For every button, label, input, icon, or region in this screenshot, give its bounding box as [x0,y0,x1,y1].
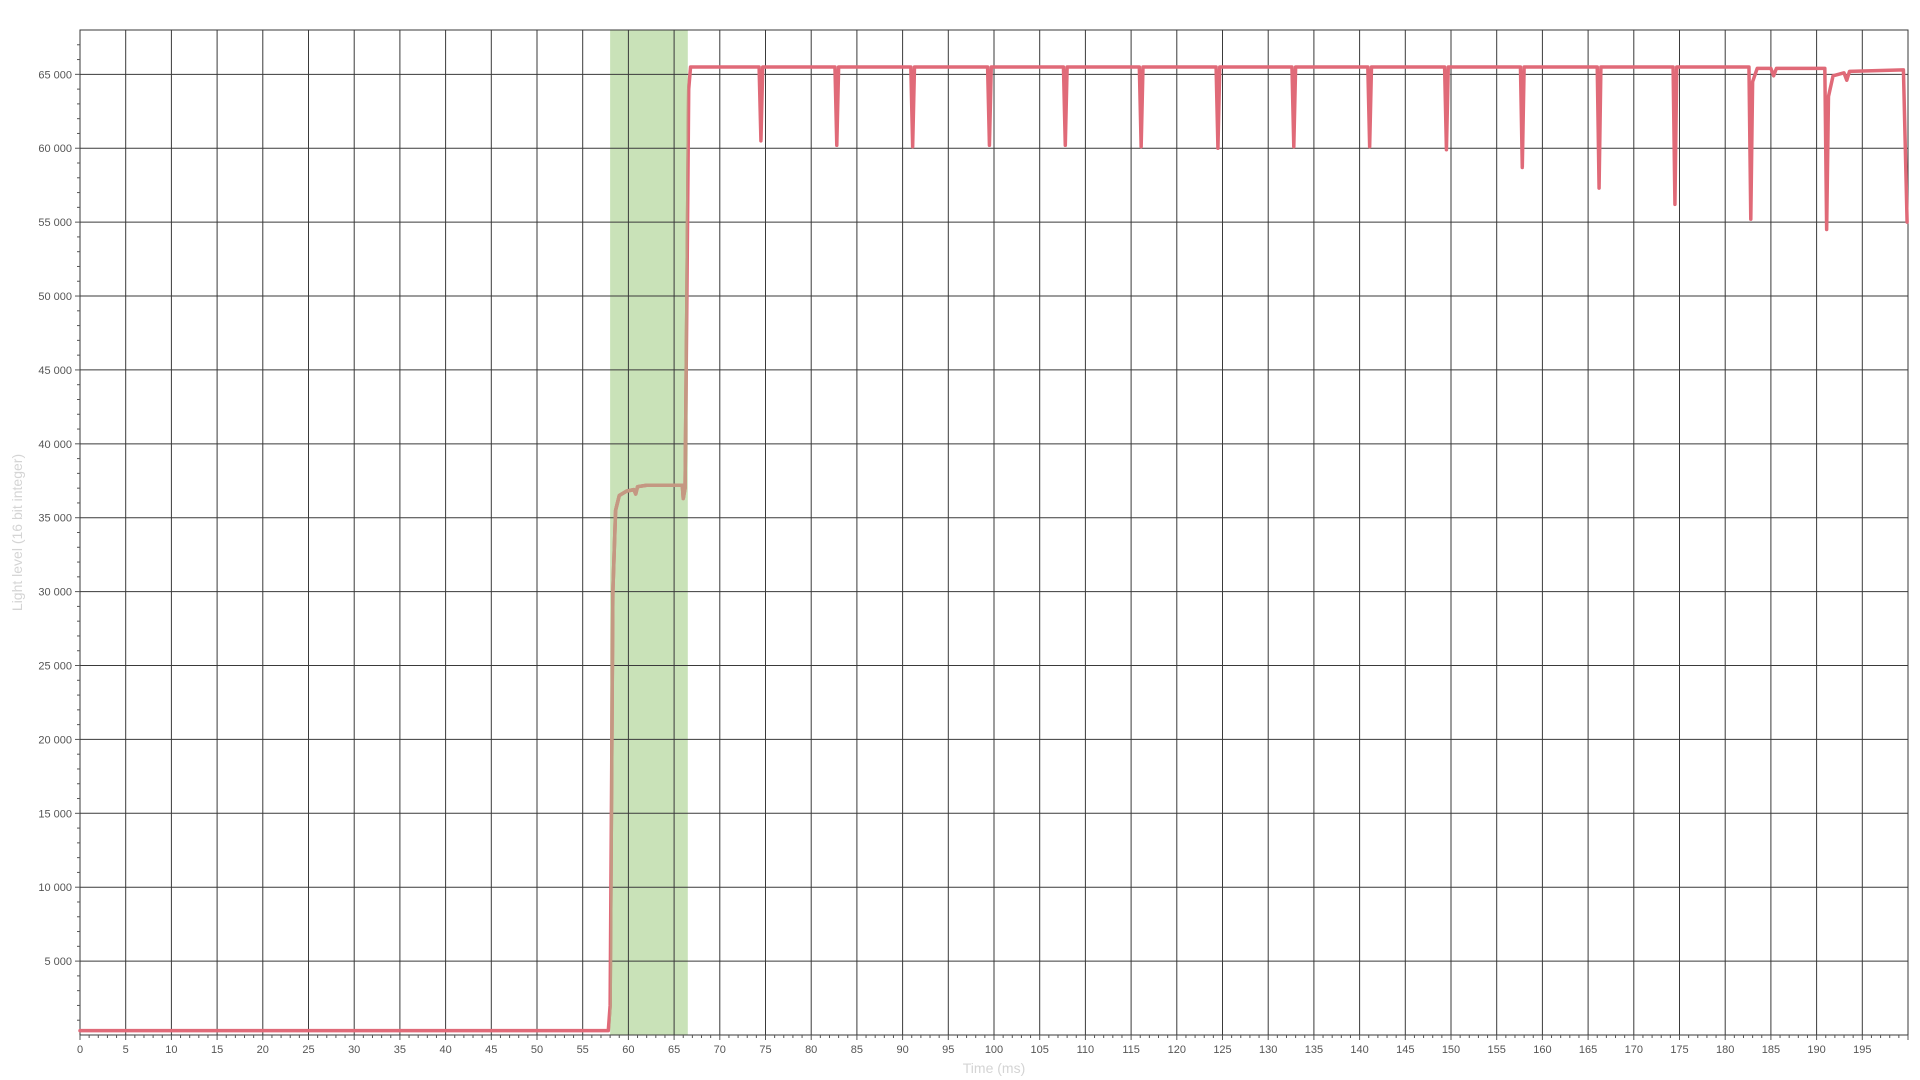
x-tick-label: 140 [1350,1044,1368,1056]
x-tick-label: 175 [1670,1044,1688,1056]
x-tick-label: 100 [985,1044,1003,1056]
y-tick-label: 45 000 [38,365,72,377]
x-tick-label: 10 [165,1044,177,1056]
highlight-region [610,30,688,1035]
x-tick-label: 30 [348,1044,360,1056]
y-tick-label: 30 000 [38,587,72,599]
y-tick-labels: 5 000 10 000 15 000 20 000 25 000 30 000 35 00… [38,69,72,968]
x-tick-label: 145 [1396,1044,1414,1056]
y-tick-label: 5 000 [44,956,72,968]
y-tick-label: 20 000 [38,734,72,746]
y-tick-label: 25 000 [38,661,72,673]
x-tick-label: 165 [1579,1044,1597,1056]
x-tick-label: 155 [1488,1044,1506,1056]
x-tick-label: 55 [577,1044,589,1056]
y-tick-label: 40 000 [38,439,72,451]
x-tick-label: 5 [123,1044,129,1056]
x-tick-label: 65 [668,1044,680,1056]
y-tick-label: 60 000 [38,143,72,155]
x-tick-label: 95 [942,1044,954,1056]
y-tick-label: 10 000 [38,882,72,894]
x-tick-label: 50 [531,1044,543,1056]
x-tick-label: 185 [1762,1044,1780,1056]
x-tick-label: 70 [714,1044,726,1056]
x-tick-label: 85 [851,1044,863,1056]
x-tick-label: 150 [1442,1044,1460,1056]
series-layer [78,65,1909,1033]
x-tick-label: 190 [1807,1044,1825,1056]
y-axis-title: Light level (16 bit integer) [9,454,25,611]
x-tick-label: 0 [77,1044,83,1056]
x-tick-label: 35 [394,1044,406,1056]
y-tick-label: 15 000 [38,808,72,820]
x-tick-labels: 0 5 10 15 20 25 30 35 40 45 50 55 60 65 70 75 80 85 90 95 10… [77,1044,1872,1056]
x-tick-label: 45 [485,1044,497,1056]
y-tick-label: 35 000 [38,513,72,525]
x-tick-label: 105 [1031,1044,1049,1056]
x-axis-title: Time (ms) [963,1060,1025,1076]
x-tick-label: 90 [896,1044,908,1056]
series-line-highlighted-segment [610,78,688,1030]
x-tick-label: 135 [1305,1044,1323,1056]
x-tick-label: 20 [257,1044,269,1056]
x-tick-label: 180 [1716,1044,1734,1056]
x-tick-label: 170 [1625,1044,1643,1056]
y-tick-label: 65 000 [38,69,72,81]
y-tick-label: 55 000 [38,217,72,229]
x-tick-label: 80 [805,1044,817,1056]
x-tick-label: 195 [1853,1044,1871,1056]
x-tick-label: 115 [1122,1044,1140,1056]
grid-lines [80,30,1908,1035]
y-tick-label: 50 000 [38,291,72,303]
minor-ticks [75,44,1909,1040]
x-tick-label: 110 [1077,1044,1095,1056]
x-tick-label: 120 [1168,1044,1186,1056]
x-tick-label: 125 [1213,1044,1231,1056]
x-tick-label: 60 [622,1044,634,1056]
x-tick-label: 130 [1259,1044,1277,1056]
x-tick-label: 15 [211,1044,223,1056]
x-tick-label: 160 [1533,1044,1551,1056]
x-tick-label: 40 [439,1044,451,1056]
x-tick-label: 25 [302,1044,314,1056]
x-tick-label: 75 [759,1044,771,1056]
